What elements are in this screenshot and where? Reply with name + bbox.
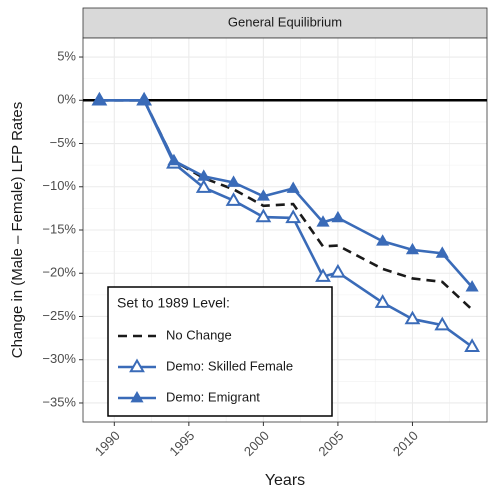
y-tick-label: −35% — [42, 394, 76, 409]
legend-box — [107, 286, 333, 417]
legend-marker — [129, 358, 145, 373]
x-tick-label: 2005 — [315, 428, 346, 459]
point — [197, 169, 211, 181]
point — [330, 263, 346, 278]
point — [137, 93, 151, 105]
x-axis-title: Years — [265, 472, 305, 489]
y-tick-label: −15% — [42, 221, 76, 236]
point — [376, 234, 390, 246]
panel-border — [82, 37, 488, 423]
point — [255, 208, 272, 223]
x-tick-label: 2000 — [241, 428, 272, 459]
point — [316, 215, 330, 227]
legend-marker — [130, 390, 144, 403]
y-tick-label: −5% — [50, 135, 77, 150]
point — [435, 246, 449, 258]
point — [167, 153, 181, 166]
point — [92, 93, 106, 105]
chart-title: General Equilibrium — [228, 14, 342, 29]
point — [256, 189, 270, 201]
point — [465, 280, 479, 292]
x-tick-label: 1995 — [166, 428, 197, 459]
point — [404, 310, 421, 325]
point — [434, 316, 451, 331]
y-tick-label: −10% — [42, 178, 76, 193]
y-tick-label: −25% — [42, 308, 76, 323]
y-tick-label: −30% — [42, 351, 76, 366]
y-axis-title: Change in (Male – Female) LFP Rates — [9, 102, 26, 359]
point — [225, 192, 242, 206]
point — [374, 294, 391, 308]
point — [195, 179, 212, 193]
point — [405, 242, 420, 255]
point — [464, 338, 480, 352]
point — [285, 209, 302, 224]
y-tick-label: −20% — [42, 265, 76, 280]
point — [315, 268, 331, 282]
legend-label: No Change — [166, 327, 232, 342]
legend-title: Set to 1989 Level: — [117, 295, 230, 311]
point — [331, 210, 345, 223]
point — [227, 175, 241, 187]
legend-label: Demo: Emigrant — [166, 389, 260, 404]
legend-label: Demo: Skilled Female — [166, 358, 293, 373]
x-tick-label: 1990 — [92, 428, 123, 459]
y-tick-label: 0% — [57, 92, 76, 107]
y-tick-label: 5% — [57, 48, 76, 63]
strip — [82, 7, 488, 39]
x-tick-label: 2010 — [390, 428, 421, 459]
point — [286, 181, 300, 193]
